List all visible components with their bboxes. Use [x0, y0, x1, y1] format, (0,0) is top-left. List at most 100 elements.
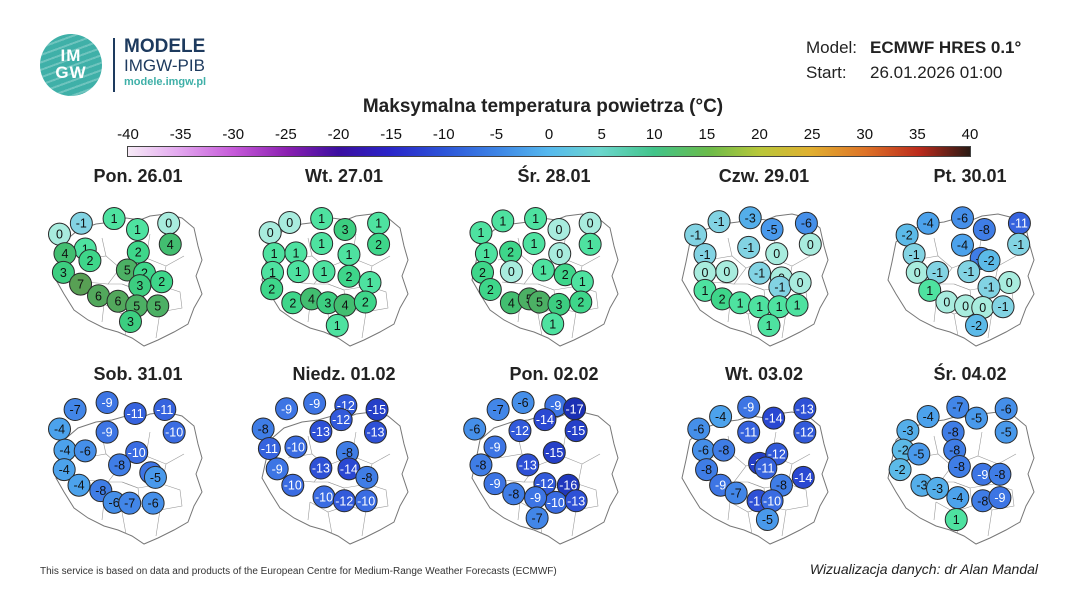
- temperature-marker: [52, 458, 76, 482]
- temperature-marker: [965, 406, 989, 430]
- temperature-marker: [265, 457, 289, 481]
- temperature-marker: [737, 235, 761, 259]
- temperature-value: -8: [475, 458, 486, 472]
- temperature-value: -15: [368, 403, 386, 417]
- temperature-map: -7-9-11-11-4-9-10-4-6-10-4-8-9-4-8-5-6-7…: [48, 391, 203, 545]
- day-label: Niedz. 01.02: [292, 364, 396, 384]
- temperature-value: 0: [587, 217, 594, 231]
- region-border: [307, 435, 313, 455]
- temperature-marker: [944, 508, 968, 532]
- temperature-marker: [353, 290, 377, 314]
- temperature-marker: [946, 395, 970, 419]
- temperature-marker: [499, 260, 523, 284]
- temperature-value: 0: [723, 265, 730, 279]
- region-border: [327, 511, 333, 535]
- temperature-marker: [146, 294, 170, 318]
- temperature-value: -1: [743, 241, 754, 255]
- temperature-value: -12: [796, 426, 814, 440]
- temperature-value: 0: [1006, 276, 1013, 290]
- brand-name: MODELE: [124, 36, 206, 57]
- temperature-value: -1: [690, 228, 701, 242]
- temperature-marker: [516, 453, 540, 477]
- temperature-marker: [463, 417, 487, 441]
- temperature-value: 5: [133, 299, 140, 313]
- temperature-marker: [737, 420, 761, 444]
- temperature-value: 0: [56, 228, 63, 242]
- brand-url[interactable]: modele.imgw.pl: [124, 76, 207, 88]
- temperature-value: -11: [127, 407, 144, 421]
- colorbar-tick: 20: [751, 126, 768, 143]
- temperature-marker: [684, 223, 708, 247]
- temperature-value: -10: [357, 494, 375, 508]
- temperature-value: -7: [124, 497, 135, 511]
- temperature-marker: [950, 233, 974, 257]
- temperature-marker: [547, 217, 571, 241]
- temperature-value: 2: [479, 266, 486, 280]
- logo-text: IM GW: [55, 46, 87, 82]
- temperature-value: 3: [324, 296, 331, 310]
- region-border: [747, 511, 753, 535]
- temperature-marker: [888, 458, 912, 482]
- region-border: [791, 453, 811, 465]
- temperature-marker: [278, 210, 302, 234]
- colorbar-tick: -15: [380, 126, 402, 143]
- temperature-value: -13: [366, 426, 384, 440]
- temperature-marker: [69, 272, 93, 296]
- temperature-value: 1: [737, 296, 744, 310]
- colorbar-tick: -40: [117, 126, 139, 143]
- temperature-value: -8: [361, 471, 372, 485]
- temperature-value: -7: [731, 487, 742, 501]
- temperature-value: 3: [127, 315, 134, 329]
- colorbar-tick: 25: [803, 126, 821, 143]
- temperature-marker: [738, 206, 762, 230]
- temperature-value: 1: [321, 265, 328, 279]
- temperature-value: -2: [895, 463, 906, 477]
- colorbar: [127, 146, 971, 157]
- temperature-value: 2: [158, 275, 165, 289]
- region-border: [537, 313, 543, 337]
- temperature-value: -15: [567, 424, 585, 438]
- day-label: Pon. 02.02: [509, 364, 599, 384]
- region-border: [371, 453, 391, 465]
- temperature-value: -7: [70, 403, 81, 417]
- temperature-marker: [918, 278, 942, 302]
- temperature-marker: [502, 482, 526, 506]
- temperature-value: -5: [150, 471, 161, 485]
- temperature-marker: [508, 419, 532, 443]
- temperature-value: 0: [807, 238, 814, 252]
- colorbar-tick: -5: [489, 126, 504, 143]
- temperature-value: -1: [909, 248, 920, 262]
- colorbar-ticks: -40 -35 -30 -25 -20 -15 -10 -5 0 5 10 15 20 25 30 35 40: [0, 126, 1086, 144]
- temperature-marker: [707, 210, 731, 234]
- temperature-value: 1: [345, 248, 352, 262]
- temperature-value: -3: [902, 424, 913, 438]
- model-value: ECMWF HRES 0.1°: [870, 38, 1022, 57]
- colorbar-tick: -10: [432, 126, 455, 143]
- temperature-marker: [329, 408, 353, 432]
- temperature-value: -1: [774, 281, 785, 295]
- temperature-value: 5: [154, 299, 161, 313]
- temperature-marker: [988, 462, 1012, 486]
- temperature-marker: [988, 486, 1012, 510]
- temperature-value: -13: [312, 425, 330, 439]
- temperature-marker: [994, 397, 1018, 421]
- temperature-value: 6: [115, 295, 122, 309]
- temperature-marker: [947, 454, 971, 478]
- temperature-value: 1: [82, 242, 89, 256]
- temperature-value: -12: [768, 448, 786, 462]
- model-info: Model: ECMWF HRES 0.1°: [806, 38, 1021, 58]
- temperature-marker: [63, 398, 87, 422]
- temperature-value: -8: [114, 458, 125, 472]
- temperature-value: 1: [367, 276, 374, 290]
- temperature-value: 2: [289, 296, 296, 310]
- temperature-value: -1: [1013, 238, 1024, 252]
- day-label: Wt. 03.02: [724, 364, 804, 384]
- temperature-marker: [991, 295, 1015, 319]
- region-border: [987, 311, 993, 339]
- temperature-marker: [125, 440, 149, 464]
- temperature-value: 1: [549, 317, 556, 331]
- temperature-marker: [95, 420, 119, 444]
- temperature-value: 1: [295, 265, 302, 279]
- temperature-value: -4: [54, 423, 65, 437]
